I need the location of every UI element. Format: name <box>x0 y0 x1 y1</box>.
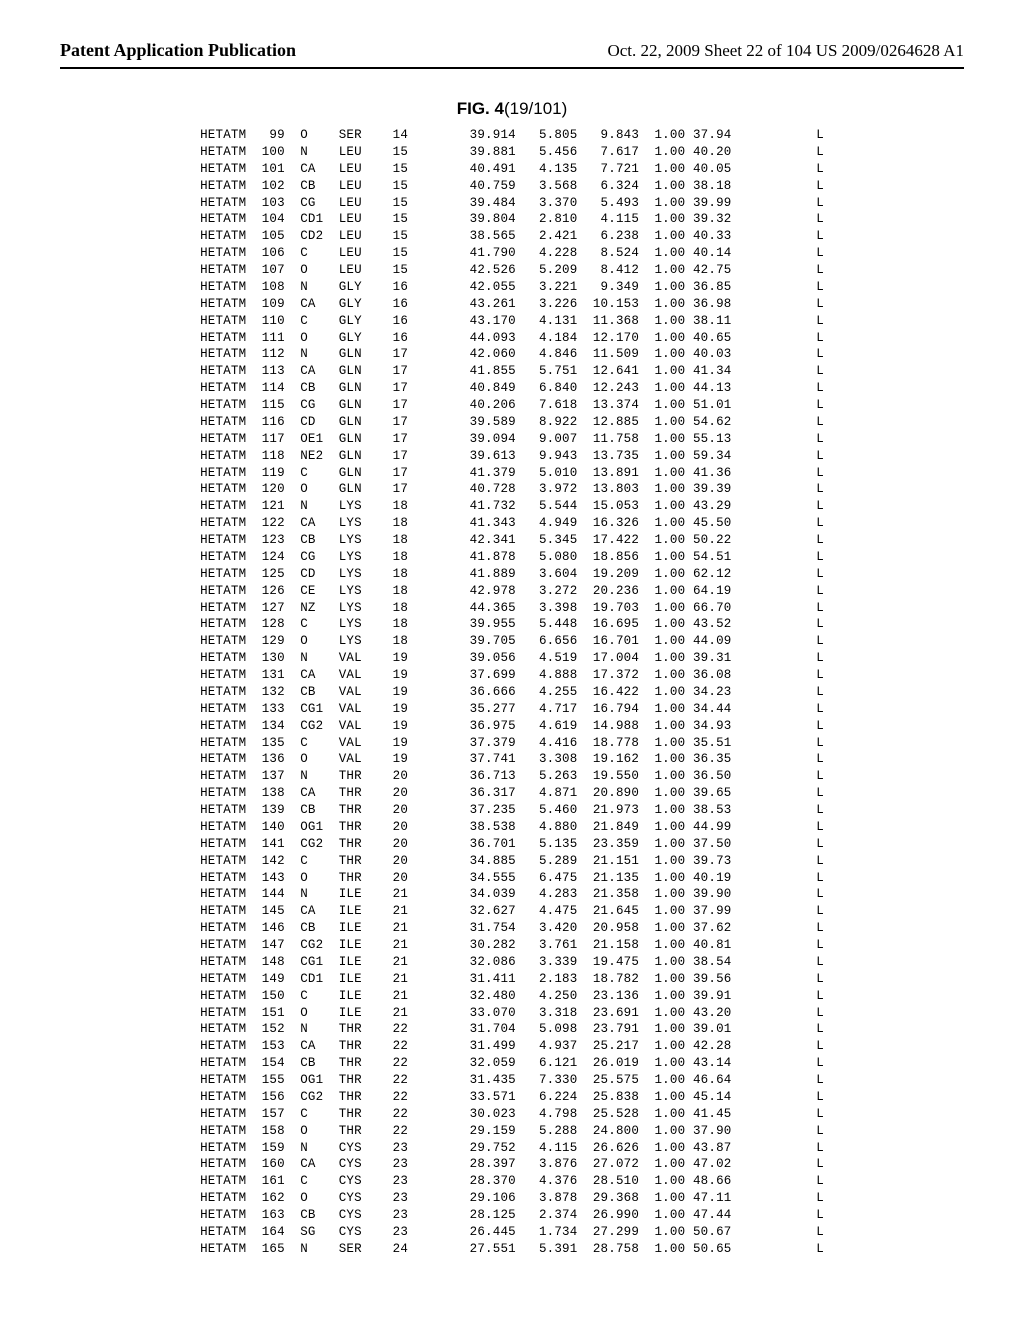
figure-sub: (19/101) <box>504 99 567 118</box>
page-header: Patent Application Publication Oct. 22, … <box>60 40 964 69</box>
figure-title: FIG. 4(19/101) <box>60 99 964 119</box>
header-right: Oct. 22, 2009 Sheet 22 of 104 US 2009/02… <box>607 41 964 61</box>
figure-label: FIG. 4 <box>457 99 504 118</box>
header-left: Patent Application Publication <box>60 40 296 61</box>
pdb-data-block: HETATM 99 O SER 14 39.914 5.805 9.843 1.… <box>200 127 824 1258</box>
